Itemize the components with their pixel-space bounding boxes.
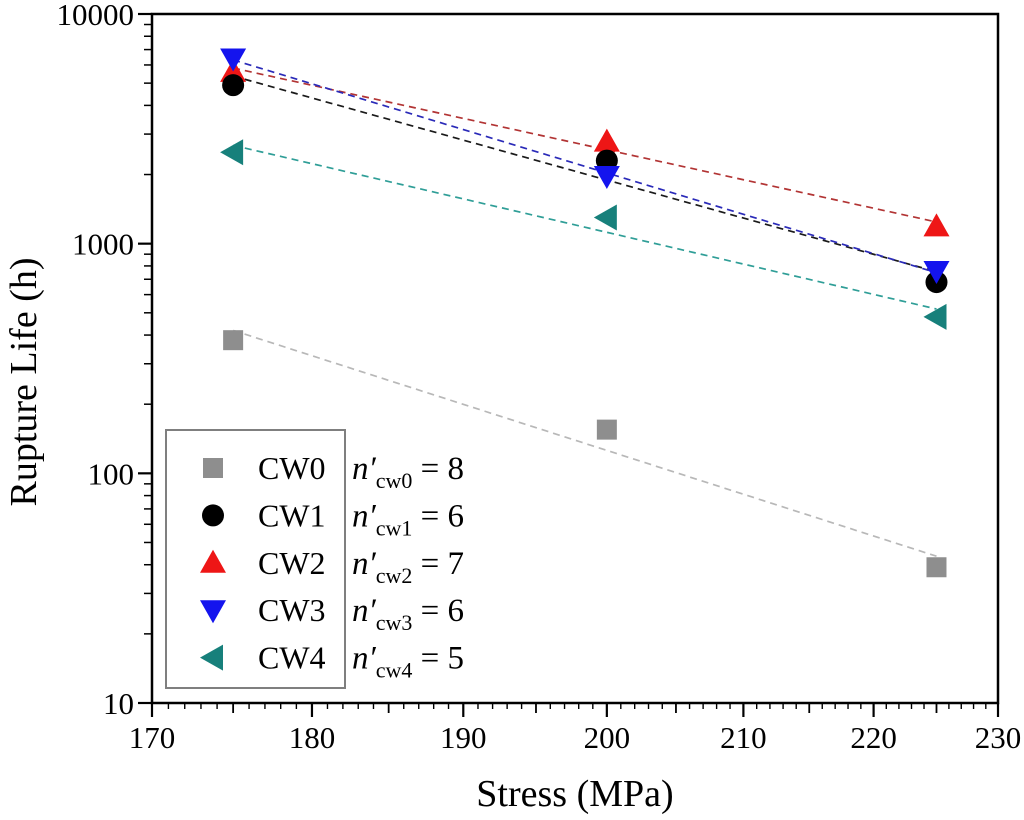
fit-line-cw2 (232, 67, 937, 223)
x-axis-title: Stress (MPa) (476, 773, 673, 815)
x-tick-label: 170 (129, 720, 176, 755)
y-tick-label: 10 (103, 686, 134, 721)
marker-cw3-200mpa (593, 166, 620, 190)
marker-cw0-175mpa (223, 330, 244, 351)
y-tick-label: 10000 (57, 0, 135, 32)
axis-ticks: 170 180 190 200 210 220 230 10 100 1000 10000 (57, 0, 1022, 755)
fit-line-cw1 (232, 75, 937, 273)
series-cw4 (220, 139, 947, 330)
legend-marker-cw4 (200, 644, 223, 671)
y-tick-label: 1000 (72, 227, 134, 262)
legend-item-cw1: CW1 n′cw1 = 6 (202, 497, 464, 540)
x-tick-label: 210 (720, 720, 767, 755)
marker-cw2-225mpa (923, 213, 950, 237)
marker-cw4-175mpa (220, 139, 244, 166)
marker-cw2-200mpa (593, 128, 620, 152)
marker-cw0-225mpa (926, 557, 947, 578)
legend-label-cw3: CW3 (258, 592, 326, 628)
series-cw0 (223, 330, 947, 578)
legend-item-cw4: CW4 n′cw4 = 5 (200, 640, 464, 683)
fit-line-cw0 (232, 329, 937, 558)
legend-marker-cw1 (202, 504, 224, 527)
exponent-annotation-cw1: n′cw1 = 6 (352, 498, 464, 540)
x-tick-label: 180 (289, 720, 336, 755)
fit-lines (232, 59, 937, 558)
y-axis-title: Rupture Life (h) (3, 257, 45, 506)
legend-marker-cw2 (200, 549, 226, 573)
marker-cw4-200mpa (593, 204, 617, 231)
legend-item-cw2: CW2 n′cw2 = 7 (200, 545, 464, 588)
marker-cw0-200mpa (596, 419, 617, 440)
legend-item-cw3: CW3 n′cw3 = 6 (200, 592, 464, 635)
x-tick-label: 200 (584, 720, 631, 755)
exponent-annotation-cw2: n′cw2 = 7 (352, 546, 464, 588)
legend-label-cw2: CW2 (258, 545, 326, 581)
series-cw2 (220, 58, 950, 237)
fit-line-cw4 (232, 144, 937, 310)
legend-label-cw4: CW4 (258, 640, 326, 676)
legend-box (165, 429, 346, 689)
exponent-annotation-cw3: n′cw3 = 6 (352, 593, 464, 635)
exponent-annotation-cw4: n′cw4 = 5 (352, 641, 464, 683)
marker-cw3-225mpa (923, 261, 950, 285)
legend-label-cw0: CW0 (258, 450, 326, 486)
legend-label-cw1: CW1 (258, 497, 326, 533)
x-tick-label: 190 (440, 720, 487, 755)
legend-marker-cw0 (203, 458, 223, 478)
marker-cw1-175mpa (222, 74, 245, 97)
series-cw3 (220, 48, 950, 285)
data-markers (220, 48, 950, 578)
legend-item-cw0: CW0 n′cw0 = 8 (203, 450, 464, 493)
plot-frame (150, 12, 1000, 705)
legend-marker-cw3 (200, 600, 226, 624)
x-tick-label: 220 (850, 720, 897, 755)
y-tick-label: 100 (88, 456, 135, 491)
legend: CW0 n′cw0 = 8 CW1 n′cw1 = 6 CW2 n′cw2 = 7 CW3 n… (165, 429, 464, 689)
x-tick-label: 230 (975, 720, 1022, 755)
fit-line-cw3 (232, 59, 937, 274)
marker-cw3-175mpa (220, 48, 247, 72)
exponent-annotation-cw0: n′cw0 = 8 (352, 451, 464, 493)
marker-cw4-225mpa (923, 303, 947, 330)
series-cw1 (222, 74, 948, 294)
